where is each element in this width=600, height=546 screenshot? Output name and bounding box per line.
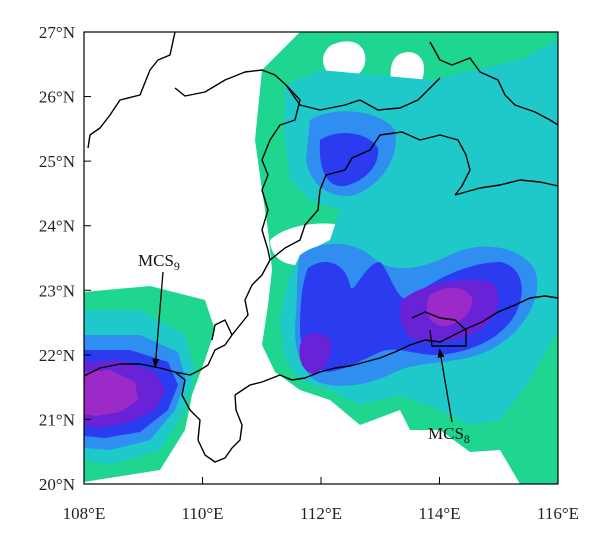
mcs9-label: MCS9 — [138, 251, 180, 273]
plot-frame — [83, 31, 559, 485]
coastline-borders — [84, 32, 558, 463]
mcs8-label: MCS8 — [428, 424, 470, 446]
y-tick-label: 22°N — [39, 346, 75, 365]
border-line — [234, 295, 558, 396]
border-line — [174, 69, 287, 97]
y-tick-label: 24°N — [39, 217, 75, 236]
x-axis: 108°E 110°E 112°E 114°E 116°E — [63, 504, 579, 523]
x-tick-label: 114°E — [418, 504, 460, 523]
border-line — [269, 131, 471, 261]
border-line — [261, 84, 301, 261]
border-line — [84, 259, 271, 377]
y-tick-label: 25°N — [39, 152, 75, 171]
x-tick-label: 112°E — [300, 504, 342, 523]
border-line — [174, 371, 243, 463]
y-axis: 20°N 21°N 22°N 23°N 24°N 25°N 26°N 27°N — [39, 23, 75, 494]
x-tick-label: 116°E — [537, 504, 579, 523]
y-tick-label: 26°N — [39, 88, 75, 107]
y-tick-label: 23°N — [39, 281, 75, 300]
x-tick-label: 110°E — [181, 504, 223, 523]
mcs8-annotation: MCS8 — [428, 348, 470, 446]
mcs9-arrowhead — [152, 358, 160, 368]
y-tick-label: 20°N — [39, 475, 75, 494]
precipitation-field — [84, 32, 558, 484]
border-line — [87, 32, 176, 149]
mcs9-annotation: MCS9 — [138, 251, 180, 368]
x-tick-label: 108°E — [63, 504, 106, 523]
border-line — [285, 77, 441, 111]
border-line — [429, 41, 558, 126]
border-line — [411, 311, 467, 347]
border-line — [454, 179, 558, 196]
border-line — [211, 319, 233, 341]
mcs8-arrow — [440, 357, 453, 423]
mcs8-arrowhead — [437, 348, 445, 358]
y-tick-label: 27°N — [39, 23, 75, 42]
mcs9-arrow — [155, 271, 164, 359]
y-tick-label: 21°N — [39, 410, 75, 429]
